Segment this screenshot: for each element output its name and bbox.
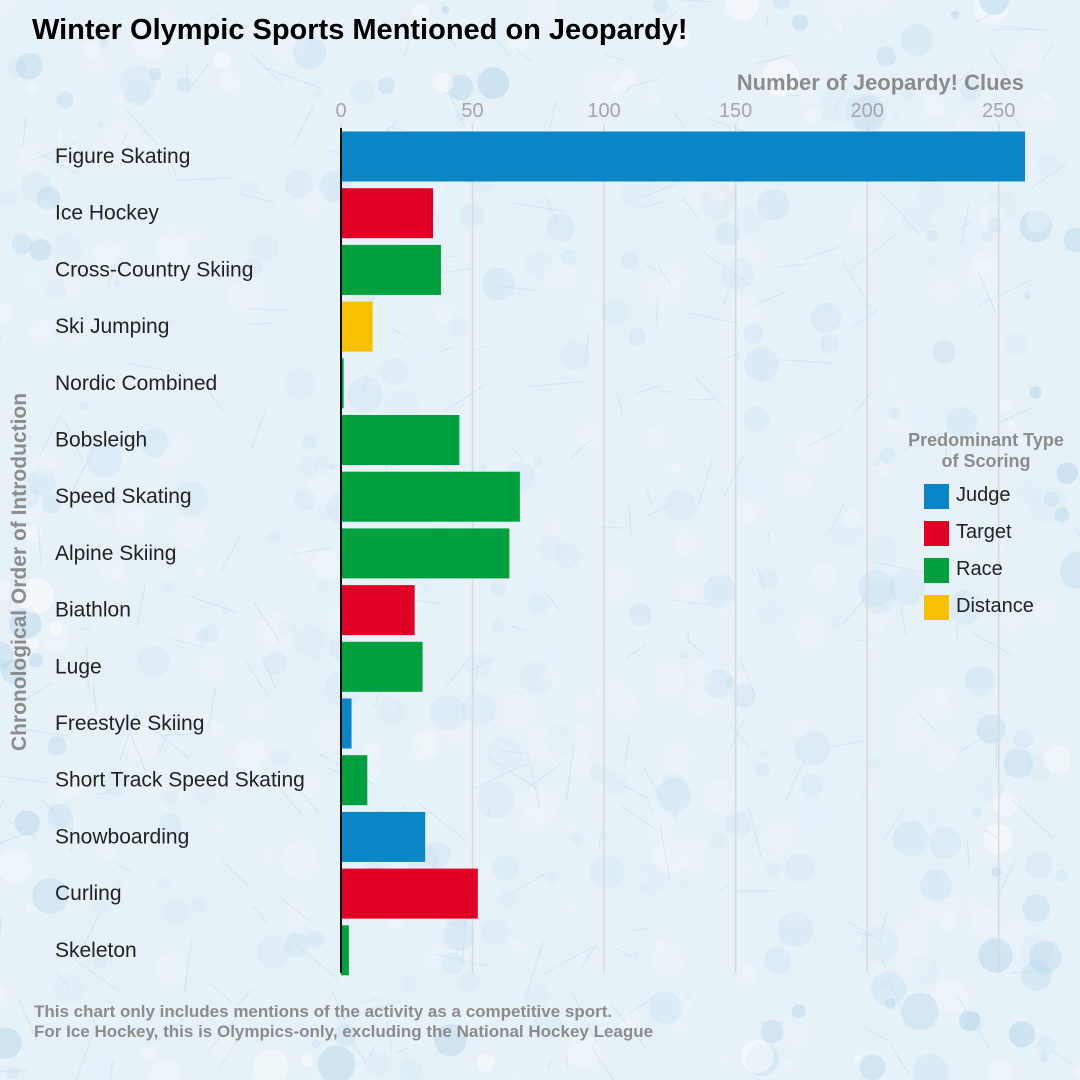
x-tick-label: 150 <box>719 100 752 122</box>
y-tick-label: Luge <box>55 655 102 678</box>
legend-label: Judge <box>956 484 1011 506</box>
y-axis-title: Chronological Order of Introduction <box>8 392 31 752</box>
legend-swatch <box>924 595 949 620</box>
y-tick-label: Ski Jumping <box>55 315 169 338</box>
y-tick-label: Alpine Skiing <box>55 542 176 565</box>
x-tick-label: 0 <box>335 100 346 122</box>
bar <box>341 131 1025 182</box>
legend-item: Target <box>906 517 1066 554</box>
footnote: This chart only includes mentions of the… <box>34 1002 653 1042</box>
legend-item: Distance <box>906 591 1066 628</box>
bar <box>341 585 415 636</box>
legend-label: Target <box>956 521 1012 543</box>
bar <box>341 188 434 239</box>
bar <box>341 358 344 409</box>
x-tick-label: 200 <box>850 100 883 122</box>
legend-label: Distance <box>956 595 1034 617</box>
bar <box>341 641 423 692</box>
bar <box>341 811 426 862</box>
y-tick-label: Short Track Speed Skating <box>55 769 305 792</box>
y-tick-label: Biathlon <box>55 599 131 622</box>
legend-swatch <box>924 484 949 509</box>
legend: Predominant Type of Scoring Judge Target R… <box>906 430 1066 628</box>
y-tick-label: Snowboarding <box>55 825 189 848</box>
bar <box>341 415 460 465</box>
chart-title: Winter Olympic Sports Mentioned on Jeopa… <box>32 14 688 46</box>
legend-item: Judge <box>906 480 1066 517</box>
bar <box>341 244 441 295</box>
y-tick-label: Ice Hockey <box>55 202 159 225</box>
legend-title: Predominant Type of Scoring <box>908 430 1064 471</box>
bar <box>341 925 349 976</box>
legend-swatch <box>924 558 949 583</box>
legend-item: Race <box>906 554 1066 591</box>
bar <box>341 301 373 352</box>
bar <box>341 698 352 749</box>
footnote-line-1: This chart only includes mentions of the… <box>34 1002 613 1021</box>
y-tick-label: Bobsleigh <box>55 429 147 452</box>
x-tick-label: 50 <box>461 100 483 122</box>
y-tick-label: Nordic Combined <box>55 372 217 395</box>
x-tick-label: 100 <box>587 100 620 122</box>
x-axis-title: Number of Jeopardy! Clues <box>736 70 1024 95</box>
bar <box>341 471 520 522</box>
bar <box>341 755 368 806</box>
bar <box>341 868 478 919</box>
y-tick-label: Skeleton <box>55 939 137 962</box>
legend-swatch <box>924 521 949 546</box>
y-tick-label: Cross-Country Skiing <box>55 258 253 281</box>
x-tick-label: 250 <box>982 100 1015 122</box>
y-tick-label: Figure Skating <box>55 145 190 168</box>
y-tick-label: Speed Skating <box>55 485 192 508</box>
y-tick-label: Curling <box>55 882 122 905</box>
legend-label: Race <box>956 558 1003 580</box>
footnote-line-2: For Ice Hockey, this is Olympics-only, e… <box>34 1022 654 1041</box>
y-tick-label: Freestyle Skiing <box>55 712 204 735</box>
bar <box>341 528 510 579</box>
